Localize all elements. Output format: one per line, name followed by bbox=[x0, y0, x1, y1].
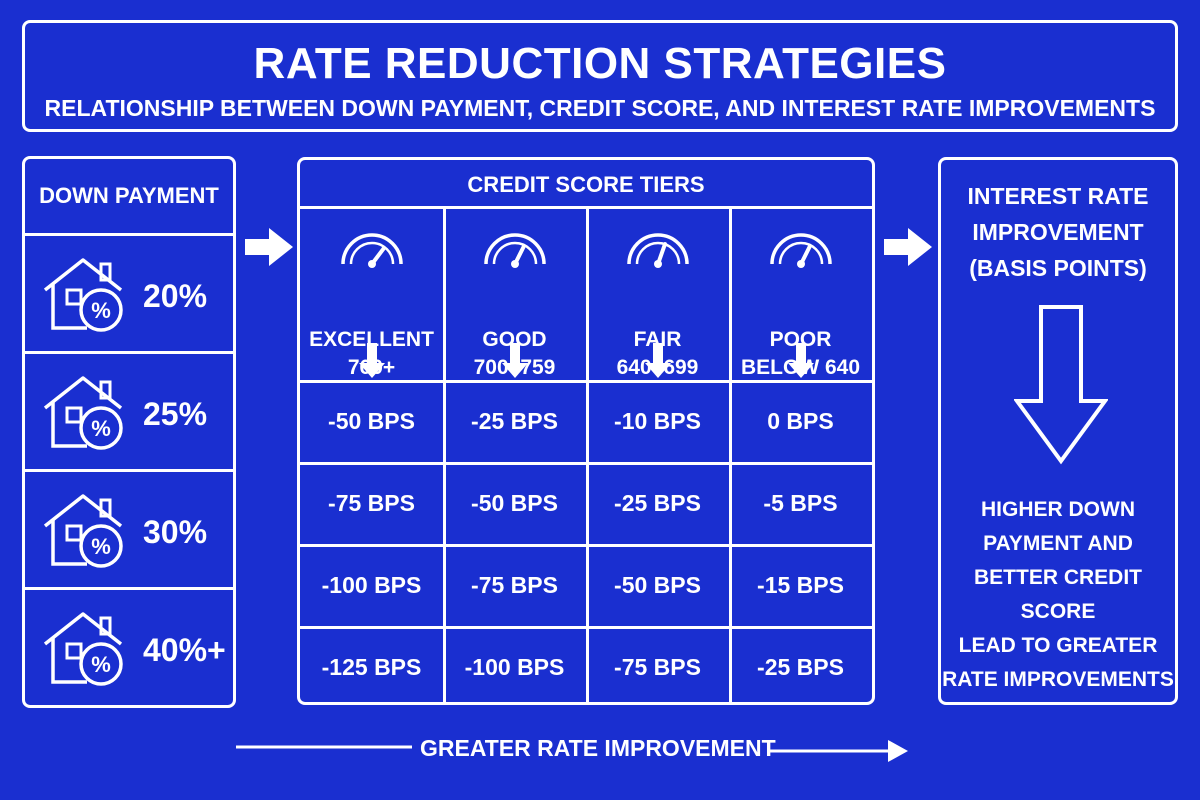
tier-name: EXCELLENT bbox=[309, 328, 434, 351]
svg-text:%: % bbox=[91, 534, 111, 559]
down-payment-panel: DOWN PAYMENT % 20% % 25% % bbox=[22, 156, 236, 708]
bps-cell: -75 BPS bbox=[471, 572, 558, 598]
divider bbox=[300, 462, 872, 465]
down-payment-row: % 30% bbox=[25, 469, 233, 587]
title-line: INTEREST RATE bbox=[967, 183, 1149, 209]
divider bbox=[300, 626, 872, 629]
large-arrow-down-icon bbox=[1014, 305, 1108, 465]
down-payment-row: % 20% bbox=[25, 233, 233, 351]
bps-cell: -50 BPS bbox=[328, 408, 415, 434]
note-line: LEAD TO GREATER bbox=[958, 634, 1158, 657]
arrow-down-icon bbox=[645, 343, 671, 378]
svg-text:%: % bbox=[91, 652, 111, 677]
page-title: RATE REDUCTION STRATEGIES bbox=[253, 39, 947, 88]
house-percent-icon: % bbox=[43, 494, 123, 568]
header-box: RATE REDUCTION STRATEGIES RELATIONSHIP B… bbox=[22, 20, 1178, 132]
interest-rate-note: HIGHER DOWN PAYMENT AND BETTER CREDIT SC… bbox=[941, 493, 1175, 697]
bps-cell: -10 BPS bbox=[614, 408, 701, 434]
divider bbox=[586, 206, 589, 702]
bps-cell: -50 BPS bbox=[471, 490, 558, 516]
bps-cell: -75 BPS bbox=[328, 490, 415, 516]
arrow-right-icon bbox=[884, 228, 932, 266]
bps-cell: 0 BPS bbox=[767, 408, 834, 434]
bps-cell: -5 BPS bbox=[763, 490, 838, 516]
divider bbox=[443, 206, 446, 702]
house-percent-icon: % bbox=[43, 612, 123, 686]
footer-arrow-right-icon bbox=[770, 740, 908, 762]
bps-cell: -100 BPS bbox=[321, 572, 422, 598]
credit-score-panel: CREDIT SCORE TIERS EXCELLENT 760+ GOOD 7… bbox=[297, 157, 875, 705]
tier-fair: FAIR 640–699 bbox=[586, 210, 729, 382]
footer-line-left bbox=[236, 745, 412, 749]
bps-cell: -25 BPS bbox=[757, 654, 844, 680]
gauge-icon bbox=[341, 233, 403, 268]
svg-text:%: % bbox=[91, 298, 111, 323]
footer-label: GREATER RATE IMPROVEMENT bbox=[420, 735, 776, 761]
bps-cell: -75 BPS bbox=[614, 654, 701, 680]
arrow-down-icon bbox=[502, 343, 528, 378]
arrow-down-icon bbox=[788, 343, 814, 378]
down-payment-row: % 25% bbox=[25, 351, 233, 469]
title-line: IMPROVEMENT bbox=[972, 219, 1144, 245]
bps-cell: -125 BPS bbox=[321, 654, 422, 680]
interest-rate-panel: INTEREST RATE IMPROVEMENT (BASIS POINTS)… bbox=[938, 157, 1178, 705]
arrow-down-icon bbox=[359, 343, 385, 378]
house-percent-icon: % bbox=[43, 258, 123, 332]
down-payment-value: 25% bbox=[143, 396, 208, 432]
gauge-icon bbox=[484, 233, 546, 268]
down-payment-row: % 40%+ bbox=[25, 587, 233, 705]
page-subtitle: RELATIONSHIP BETWEEN DOWN PAYMENT, CREDI… bbox=[44, 95, 1156, 121]
divider bbox=[729, 206, 732, 702]
bps-cell: -100 BPS bbox=[464, 654, 565, 680]
note-line: HIGHER DOWN bbox=[981, 498, 1135, 521]
gauge-icon bbox=[770, 233, 832, 268]
gauge-icon bbox=[627, 233, 689, 268]
svg-text:%: % bbox=[91, 416, 111, 441]
interest-rate-title: INTEREST RATE IMPROVEMENT (BASIS POINTS) bbox=[941, 178, 1175, 286]
tier-name: FAIR bbox=[633, 328, 682, 351]
down-payment-title: DOWN PAYMENT bbox=[39, 183, 219, 208]
divider bbox=[300, 380, 872, 383]
down-payment-value: 20% bbox=[143, 278, 208, 314]
arrow-right-icon bbox=[245, 228, 293, 266]
bps-cell: -25 BPS bbox=[471, 408, 558, 434]
note-line: BETTER CREDIT SCORE bbox=[974, 566, 1142, 623]
divider bbox=[300, 544, 872, 547]
tier-name: GOOD bbox=[482, 328, 547, 351]
down-payment-value: 30% bbox=[143, 514, 208, 550]
note-line: PAYMENT AND bbox=[983, 532, 1133, 555]
tier-name: POOR bbox=[769, 328, 832, 351]
bps-cell: -15 BPS bbox=[757, 572, 844, 598]
down-payment-value: 40%+ bbox=[143, 632, 226, 668]
credit-score-title: CREDIT SCORE TIERS bbox=[467, 172, 705, 197]
bps-cell: -25 BPS bbox=[614, 490, 701, 516]
house-percent-icon: % bbox=[43, 376, 123, 450]
bps-cell: -50 BPS bbox=[614, 572, 701, 598]
title-line: (BASIS POINTS) bbox=[969, 255, 1147, 281]
note-line: RATE IMPROVEMENTS bbox=[942, 668, 1174, 691]
